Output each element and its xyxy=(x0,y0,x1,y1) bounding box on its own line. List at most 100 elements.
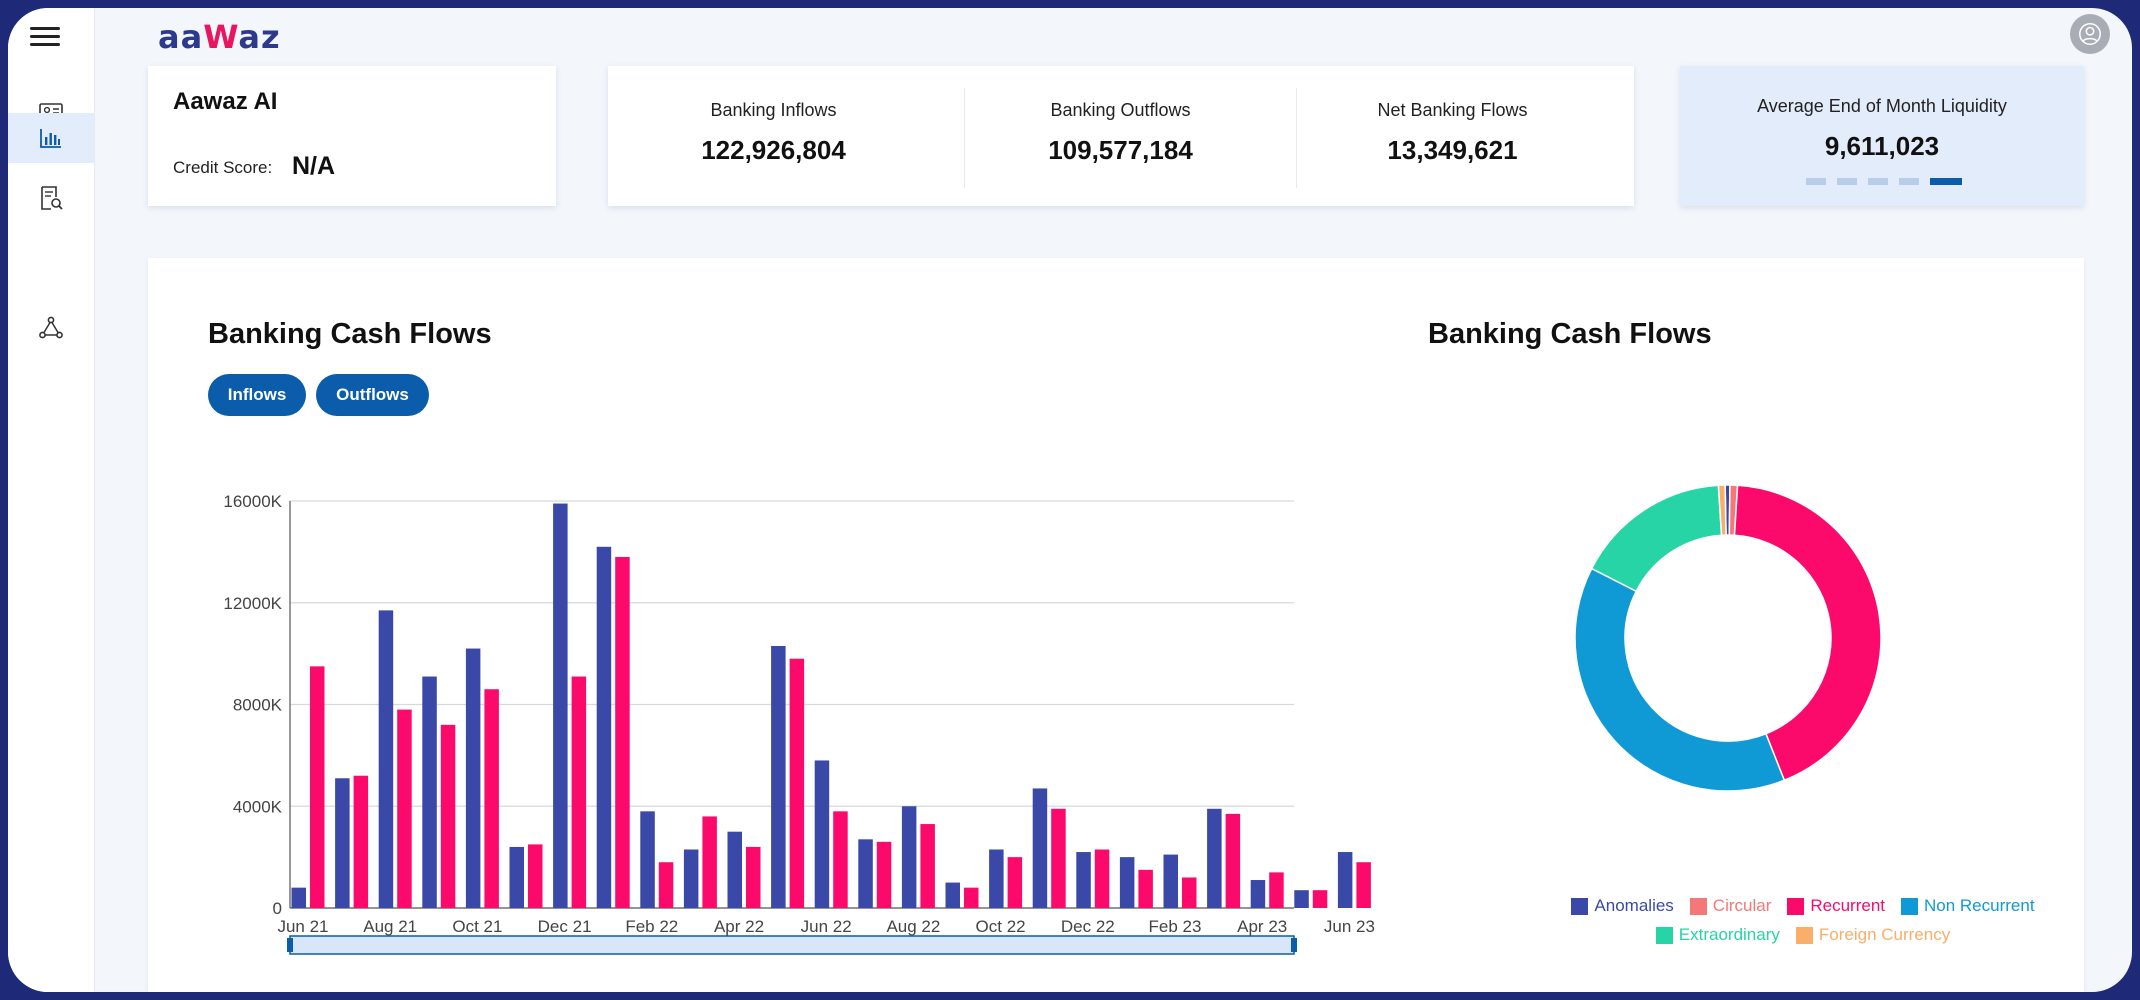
x-tick-label: Oct 22 xyxy=(976,917,1026,936)
stat-value: 122,926,804 xyxy=(701,135,846,165)
legend-label: Non Recurrent xyxy=(1924,896,2035,915)
aawaz-logo[interactable]: aaWaz xyxy=(158,18,281,56)
inflow-bar[interactable] xyxy=(989,849,1004,908)
x-tick-label: Jun 21 xyxy=(277,917,328,936)
donut-slice-non-recurrent[interactable] xyxy=(1574,567,1786,792)
inflow-bar[interactable] xyxy=(465,648,481,908)
outflow-bar[interactable] xyxy=(789,658,805,908)
menu-icon[interactable] xyxy=(30,22,60,52)
outflow-bar[interactable] xyxy=(528,844,543,908)
inflow-bar[interactable] xyxy=(291,887,307,908)
outflow-bar[interactable] xyxy=(702,816,717,908)
outflow-bar[interactable] xyxy=(1269,872,1284,908)
outflows-button[interactable]: Outflows xyxy=(316,374,429,416)
legend-item-non-recurrent[interactable]: Non Recurrent xyxy=(1901,896,2035,916)
slider-handle-right[interactable] xyxy=(1291,938,1297,952)
inflows-button[interactable]: Inflows xyxy=(208,374,306,416)
outflow-bar[interactable] xyxy=(833,811,848,908)
legend-swatch xyxy=(1689,897,1707,915)
outflow-bar[interactable] xyxy=(1225,813,1241,908)
credit-score-value: N/A xyxy=(292,152,336,180)
inflow-bar[interactable] xyxy=(640,811,655,908)
outflow-bar[interactable] xyxy=(615,556,630,908)
outflow-bar[interactable] xyxy=(876,841,892,908)
legend-item-extraordinary[interactable]: Extraordinary xyxy=(1655,925,1780,945)
inflow-bar[interactable] xyxy=(1207,808,1222,908)
inflow-bar[interactable] xyxy=(596,546,612,908)
outflow-bar[interactable] xyxy=(1356,862,1371,908)
sidebar-item-analytics[interactable] xyxy=(8,113,94,163)
legend-item-circular[interactable]: Circular xyxy=(1689,896,1771,916)
inflow-bar[interactable] xyxy=(1337,852,1353,908)
outflow-bar[interactable] xyxy=(1312,890,1328,908)
banking-flows-card: Banking Inflows 122,926,804 Banking Outf… xyxy=(608,66,1634,206)
slider-handle-left[interactable] xyxy=(287,938,293,952)
outflow-bar[interactable] xyxy=(397,709,412,908)
outflow-bar[interactable] xyxy=(964,887,979,908)
legend-item-anomalies[interactable]: Anomalies xyxy=(1571,896,1674,916)
donut-slice-recurrent[interactable] xyxy=(1733,484,1882,782)
inflow-bar[interactable] xyxy=(335,778,350,908)
inflow-bar[interactable] xyxy=(1250,880,1266,908)
carousel-dot[interactable] xyxy=(1899,178,1919,185)
inflow-bar[interactable] xyxy=(553,503,568,908)
legend-item-foreign-currency[interactable]: Foreign Currency xyxy=(1795,925,1950,945)
outflow-bar[interactable] xyxy=(571,676,587,908)
inflow-bar[interactable] xyxy=(901,806,917,908)
user-avatar[interactable] xyxy=(2070,14,2110,54)
liquidity-card: Average End of Month Liquidity 9,611,023 xyxy=(1680,66,2084,206)
cash-flows-panel: Banking Cash Flows Inflows Outflows 0 400… xyxy=(148,258,2084,992)
inflow-bar[interactable] xyxy=(1119,857,1135,908)
legend-row: Anomalies Circular Recurrent Non Recurrent xyxy=(1508,896,2098,916)
outflow-bar[interactable] xyxy=(1007,857,1023,908)
donut-slice-extraordinary[interactable] xyxy=(1590,484,1723,593)
legend-swatch xyxy=(1787,897,1805,915)
sidebar-item-network[interactable] xyxy=(8,303,94,353)
stat-value: 13,349,621 xyxy=(1387,135,1518,165)
inflow-bar[interactable] xyxy=(422,676,437,908)
x-tick-label: Jun 22 xyxy=(801,917,852,936)
banking-outflows-stat: Banking Outflows 109,577,184 xyxy=(955,66,1286,206)
inflow-bar[interactable] xyxy=(945,882,961,908)
outflow-bar[interactable] xyxy=(353,775,369,908)
outflow-bar[interactable] xyxy=(746,846,761,908)
inflow-bar[interactable] xyxy=(814,760,830,908)
carousel-dot[interactable] xyxy=(1930,178,1962,185)
inflow-bar[interactable] xyxy=(1163,854,1179,908)
inflow-bar[interactable] xyxy=(509,846,525,908)
range-slider[interactable] xyxy=(289,935,1295,955)
outflow-bar[interactable] xyxy=(484,689,499,908)
liquidity-value: 9,611,023 xyxy=(1824,131,1940,161)
inflow-bar[interactable] xyxy=(378,610,394,908)
outflow-bar[interactable] xyxy=(310,666,325,908)
network-icon xyxy=(39,316,63,339)
x-tick-label: Feb 22 xyxy=(625,917,678,936)
inflow-bar[interactable] xyxy=(727,831,743,908)
inflow-bar[interactable] xyxy=(1294,890,1309,908)
stat-value: 109,577,184 xyxy=(1048,135,1193,165)
outflow-bar[interactable] xyxy=(1182,877,1197,908)
legend-item-recurrent[interactable]: Recurrent xyxy=(1787,896,1885,916)
outflow-bar[interactable] xyxy=(1138,869,1153,908)
carousel-dot[interactable] xyxy=(1806,178,1826,185)
donut-slice-foreign-currency[interactable] xyxy=(1717,484,1727,536)
user-icon xyxy=(2079,23,2101,45)
legend-swatch xyxy=(1901,897,1918,915)
legend-row: Extraordinary Foreign Currency xyxy=(1508,925,2098,945)
carousel-dot[interactable] xyxy=(1868,178,1888,185)
profile-card: Aawaz AI Credit Score: N/A xyxy=(148,66,556,206)
outflow-bar[interactable] xyxy=(440,724,456,908)
inflow-bar[interactable] xyxy=(771,645,786,908)
inflow-bar[interactable] xyxy=(1076,852,1091,908)
inflow-bar[interactable] xyxy=(1032,788,1048,908)
x-tick-label: Aug 21 xyxy=(363,917,417,936)
outflow-bar[interactable] xyxy=(1051,808,1066,908)
carousel-dot[interactable] xyxy=(1837,178,1857,185)
inflow-bar[interactable] xyxy=(858,839,873,908)
outflow-bar[interactable] xyxy=(920,824,935,908)
outflow-bar[interactable] xyxy=(658,862,674,908)
net-banking-flows-stat: Net Banking Flows 13,349,621 xyxy=(1287,66,1618,206)
sidebar-item-reports[interactable] xyxy=(8,163,94,233)
inflow-bar[interactable] xyxy=(683,849,699,908)
outflow-bar[interactable] xyxy=(1094,849,1110,908)
